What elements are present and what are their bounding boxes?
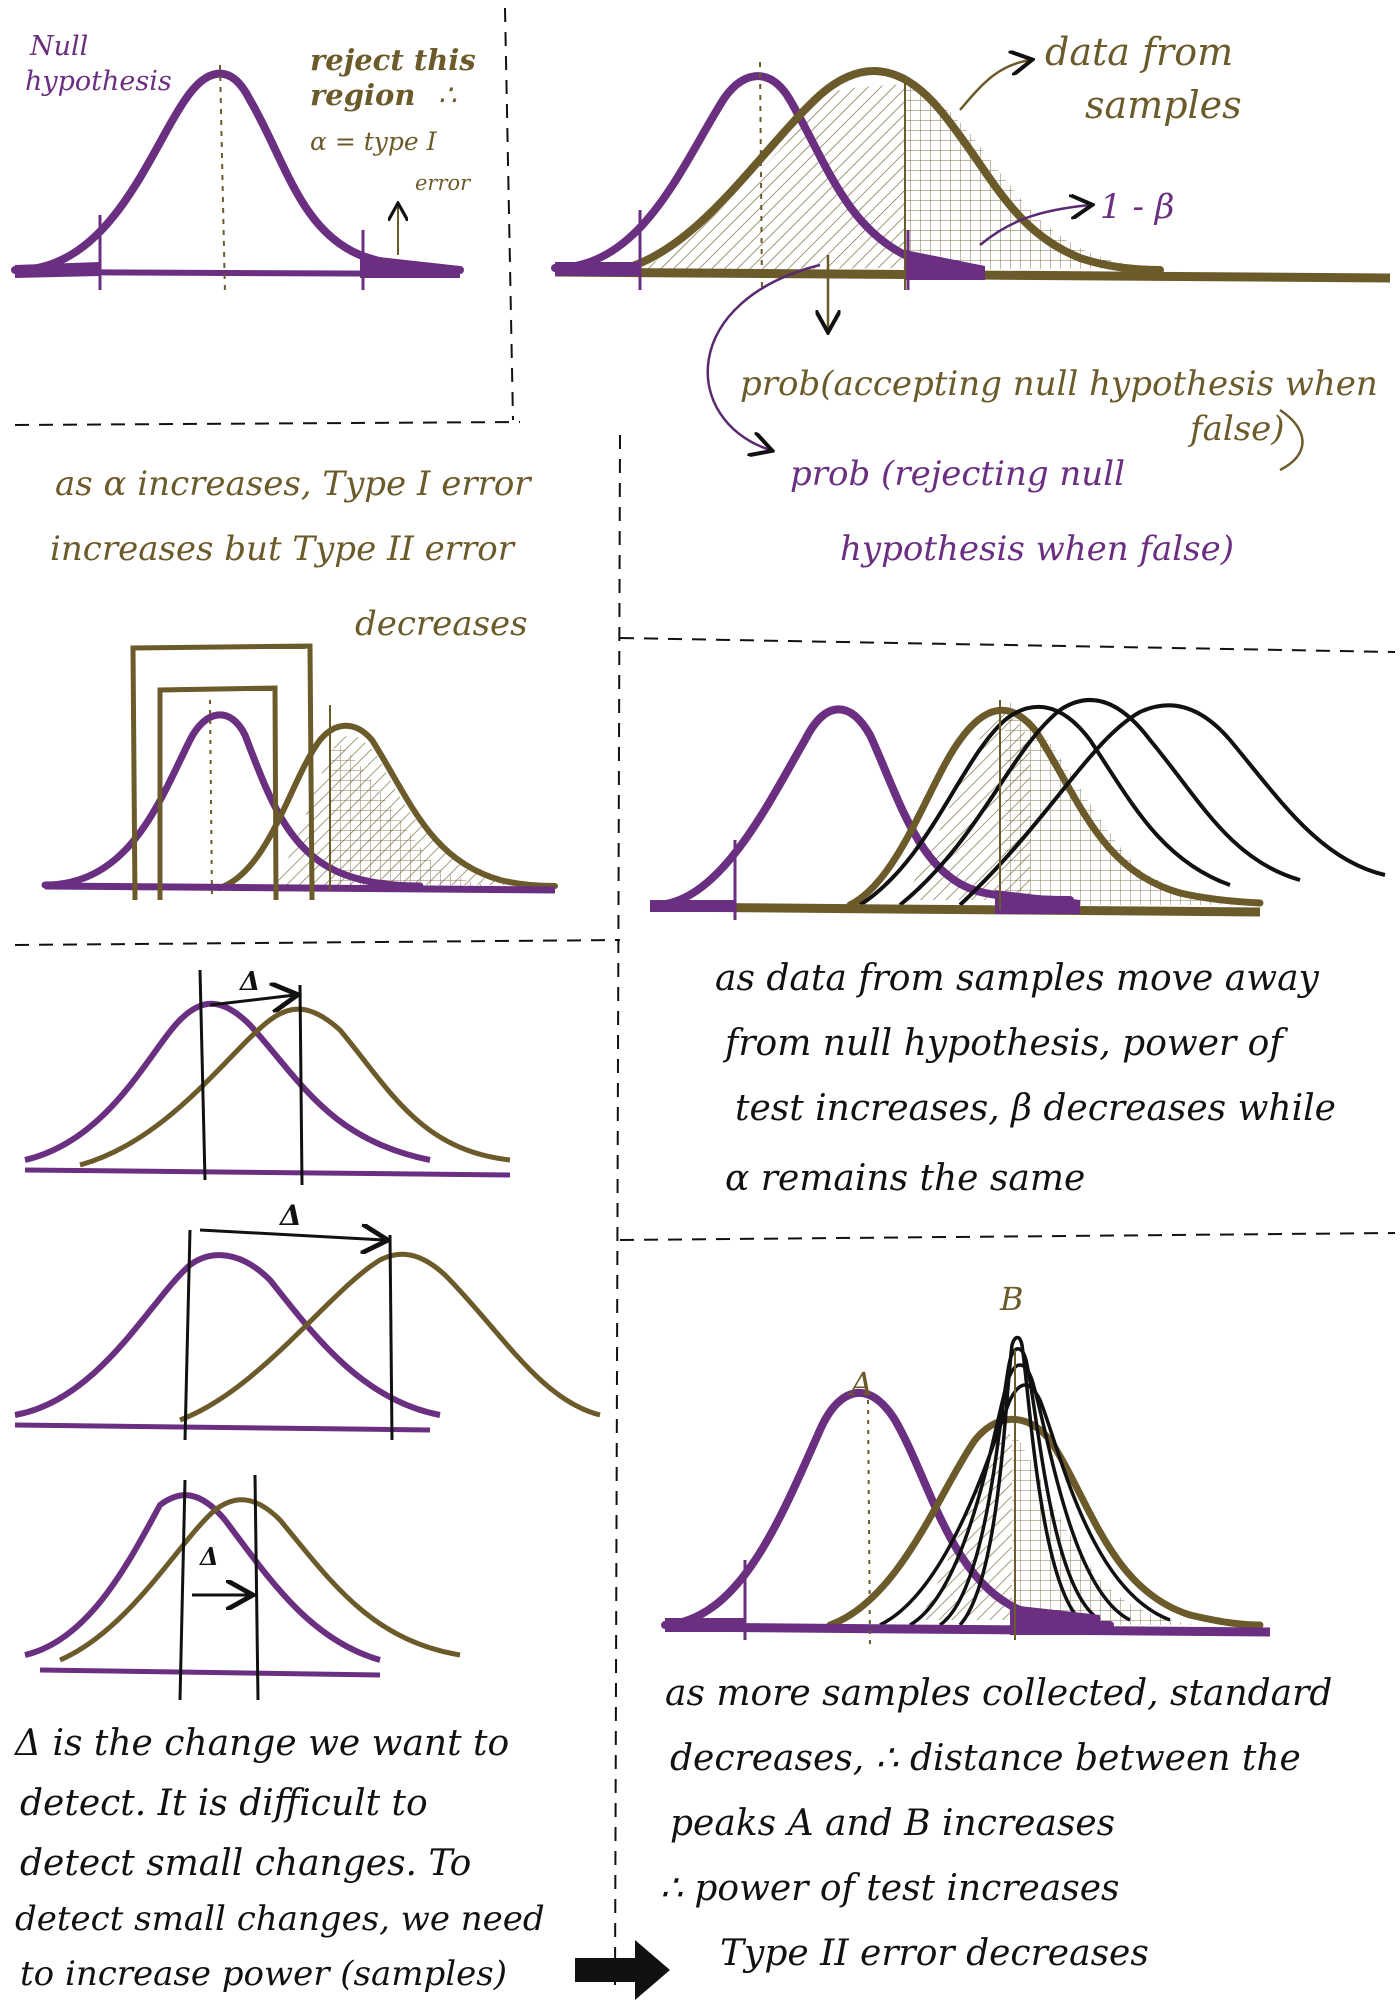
sample-curve-3 (217, 722, 558, 891)
alpha-note-line1: as α increases, Type I error (55, 464, 532, 504)
panel-alpha-increases: as α increases, Type I error increases b… (41, 464, 558, 901)
panel-delta-comparison: Δ Δ Δ Δ is the change we want to detect.… (13, 967, 670, 2000)
narrow-curve-3 (938, 1347, 1101, 1627)
delta-label-2: Δ (278, 1199, 302, 1232)
samples-label: samples (1085, 83, 1242, 127)
false-bracket (1279, 408, 1304, 472)
panel-samples-move-away: as data from samples move away from null… (649, 698, 1386, 1199)
reject-label: reject this (310, 43, 476, 77)
null-label: Null (29, 31, 88, 62)
sample-curve-b (826, 1415, 1264, 1629)
error-label: error (415, 171, 472, 195)
prob-reject-label: prob (rejecting null (790, 454, 1125, 494)
more-samples-line5: Type II error decreases (720, 1933, 1149, 1974)
power-arrow (979, 205, 1090, 246)
sample-curve-4 (846, 706, 1264, 909)
data-label: data from (1045, 30, 1233, 74)
null-curve-4 (651, 705, 1074, 909)
delta-label-3: Δ (199, 1542, 219, 1571)
prob-accept-false: false) (1187, 409, 1285, 449)
right-reject-tail (360, 255, 460, 278)
move-away-line2: from null hypothesis, power of (722, 1023, 1288, 1064)
panel-dividers (14, 7, 1396, 1991)
delta-sample-curve-1 (79, 1006, 511, 1168)
alpha-label: α = type I (310, 127, 438, 156)
sample-curve (616, 67, 1164, 274)
delta-note-line3: detect small changes. To (20, 1843, 471, 1884)
more-samples-line4: ∴ power of test increases (660, 1868, 1120, 1909)
data-arrow (959, 60, 1030, 111)
shifted-curve-1 (858, 705, 1231, 907)
delta-null-curve-1 (24, 1000, 431, 1163)
delta-sample-curve-2 (179, 1251, 601, 1423)
region-label: region (310, 78, 415, 112)
hypothesis-label: hypothesis (25, 66, 172, 97)
prob-reject-label-2: hypothesis when false) (840, 529, 1234, 569)
beta-region-hatch (640, 84, 905, 270)
delta-note-line5: to increase power (samples) (20, 1954, 507, 1994)
delta-note-line1: Δ is the change we want to (13, 1723, 509, 1764)
delta-label-1: Δ (238, 967, 260, 997)
delta-note-line2: detect. It is difficult to (20, 1783, 428, 1824)
panel-data-from-samples: data from samples 1 - β prob(accepting n… (551, 30, 1391, 569)
delta-note-line4: detect small changes, we need (15, 1899, 545, 1939)
alpha-note-line2: increases but Type II error (50, 529, 516, 569)
one-minus-beta-label: 1 - β (1100, 187, 1174, 227)
delta-null-curve-3 (24, 1492, 381, 1663)
right-tail-2 (905, 250, 985, 280)
delta-null-curve-2 (14, 1252, 441, 1418)
panel-null-hypothesis: Null hypothesis reject this region ∴ α =… (11, 31, 476, 296)
more-samples-line1: as more samples collected, standard (665, 1673, 1332, 1714)
null-mean-line (219, 64, 226, 296)
therefore-symbol: ∴ (438, 78, 457, 112)
power-region-grid (905, 84, 1150, 270)
shifted-curve-2 (898, 698, 1301, 907)
move-away-line3: test increases, β decreases while (735, 1088, 1336, 1129)
move-away-line1: as data from samples move away (715, 958, 1320, 999)
narrow-curve-4 (958, 1335, 1082, 1627)
shifted-curve-3 (958, 703, 1386, 907)
reject-arrow (706, 263, 821, 450)
left-reject-tail (15, 262, 100, 278)
alpha-note-line3: decreases (355, 604, 528, 644)
left-tail-2 (555, 262, 640, 276)
peak-b-label: B (999, 1280, 1024, 1318)
move-away-line4: α remains the same (725, 1158, 1085, 1199)
alpha-brackets (130, 643, 315, 901)
big-arrow (575, 1940, 670, 2000)
more-samples-line3: peaks A and B increases (670, 1803, 1115, 1844)
peak-a-label: A (847, 1365, 873, 1403)
panel-more-samples: A B as more samples collected, standard … (660, 1280, 1332, 1974)
delta-sample-curve-3 (59, 1497, 461, 1663)
more-samples-line2: decreases, ∴ distance between the (670, 1738, 1301, 1779)
null-curve-3 (41, 711, 424, 890)
prob-accept-label: prob(accepting null hypothesis when (740, 364, 1378, 404)
null-mean-line-2 (759, 61, 763, 291)
narrow-curve-2 (909, 1363, 1131, 1627)
